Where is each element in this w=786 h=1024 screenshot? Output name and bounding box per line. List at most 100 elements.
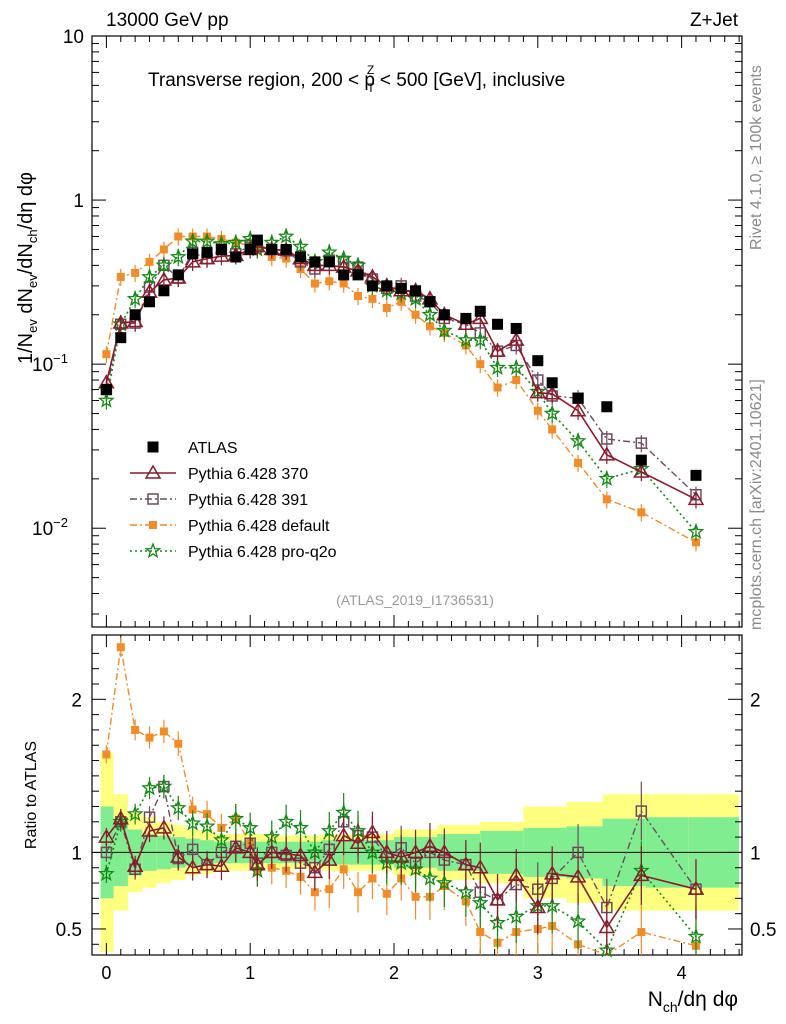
y-tick-label: 10−2 [32, 515, 68, 540]
point-atlas [172, 269, 184, 281]
ratio-point-pythia-6-428-pro-q2o [320, 822, 338, 839]
x-tick-label: 4 [677, 963, 687, 983]
legend-label-atlas: ATLAS [188, 440, 238, 457]
legend-label-pythia-6-428-391: Pythia 6.428 391 [188, 492, 308, 509]
point-atlas [510, 322, 522, 334]
point-pythia-6-428-370 [489, 342, 506, 357]
ratio-point-pythia-6-428-pro-q2o [292, 819, 309, 836]
point-pythia-6-428-default [548, 425, 557, 434]
legend-label-pythia-6-428-pro-q2o: Pythia 6.428 pro-q2o [188, 544, 337, 561]
point-pythia-6-428-370 [126, 312, 144, 328]
ratio-tick-label: 2 [71, 690, 82, 711]
point-pythia-6-428-pro-q2o [687, 523, 705, 539]
point-atlas [352, 269, 364, 281]
ratio-point-pythia-6-428-370 [529, 899, 547, 914]
mcplots-label: mcplots.cern.ch [arXiv:2401.10621] [748, 379, 765, 630]
ratio-point-pythia-6-428-370 [364, 824, 381, 839]
ratio-point-pythia-6-428-370 [263, 843, 281, 859]
ratio-tick-label: 2 [750, 690, 761, 711]
point-atlas [410, 285, 422, 297]
ratio-point-pythia-6-428-pro-q2o [507, 907, 525, 924]
point-pythia-6-428-pro-q2o [457, 331, 475, 348]
point-pythia-6-428-370 [507, 331, 525, 346]
point-pythia-6-428-pro-q2o [320, 243, 338, 260]
y-axis-label-main: 1/Nev dNev/dNch/dη dφ [15, 172, 40, 364]
axes: 0 1 2 3 4 10 1 10−1 10−2 0.5 0.5 1 1 2 2 [32, 27, 776, 983]
ratio-point-pythia-6-428-370 [421, 837, 439, 853]
point-pythia-6-428-370 [184, 253, 201, 268]
ratio-point-pythia-6-428-370 [457, 856, 475, 871]
point-atlas [201, 246, 213, 258]
point-atlas [158, 285, 170, 297]
ratio-point-pythia-6-428-pro-q2o [198, 817, 216, 834]
ratio-point-pythia-6-428-370 [98, 828, 115, 843]
point-atlas [100, 384, 112, 396]
ratio-point-pythia-6-428-370 [392, 848, 410, 863]
point-atlas [546, 377, 558, 389]
ratio-point-pythia-6-428-370 [126, 857, 144, 872]
ratio-point-pythia-6-428-370 [335, 827, 352, 842]
point-atlas [295, 251, 307, 263]
point-pythia-6-428-391 [601, 433, 613, 445]
point-pythia-6-428-pro-q2o [184, 232, 202, 249]
ratio-point-pythia-6-428-370 [633, 866, 650, 882]
point-pythia-6-428-default [493, 383, 502, 392]
point-pythia-6-428-370 [687, 490, 705, 506]
ratio-point-pythia-6-428-370 [471, 859, 489, 874]
ratio-point-pythia-6-428-default [339, 865, 348, 874]
ratio-point-pythia-6-428-pro-q2o [169, 799, 187, 816]
point-atlas [244, 243, 256, 255]
point-atlas [438, 309, 450, 321]
point-pythia-6-428-default [368, 294, 377, 303]
point-pythia-6-428-default [476, 360, 485, 369]
point-atlas [323, 256, 335, 268]
ratio-point-pythia-6-428-370 [349, 834, 367, 849]
ratio-point-pythia-6-428-391 [635, 805, 648, 817]
legend-marker-pythia-6-428-370 [144, 464, 162, 479]
point-atlas [690, 469, 702, 481]
point-pythia-6-428-default [382, 303, 391, 312]
point-atlas [115, 332, 127, 344]
ratio-point-pythia-6-428-pro-q2o [569, 912, 587, 929]
point-atlas [266, 243, 278, 255]
ratio-point-pythia-6-428-pro-q2o [335, 803, 353, 820]
point-pythia-6-428-pro-q2o [507, 358, 525, 376]
point-pythia-6-428-370 [155, 271, 173, 286]
ratio-tick-label: 1 [71, 843, 82, 864]
point-pythia-6-428-pro-q2o [543, 404, 561, 421]
ratio-point-pythia-6-428-370 [184, 859, 201, 874]
plot-title: Transverse region, 200 < pZ T < 500 [GeV]… [148, 63, 565, 95]
ratio-point-pythia-6-428-pro-q2o [141, 779, 158, 796]
point-pythia-6-428-default [411, 310, 420, 319]
point-pythia-6-428-370 [598, 446, 616, 461]
point-pythia-6-428-default [691, 538, 700, 547]
point-atlas [492, 318, 504, 330]
point-atlas [532, 355, 544, 367]
legend-marker-pythia-6-428-391 [147, 493, 159, 505]
point-pythia-6-428-default [131, 268, 140, 277]
ratio-tick-label: 1 [750, 843, 761, 864]
point-atlas [129, 309, 141, 321]
point-atlas [251, 234, 263, 246]
y-tick-label: 10 [63, 27, 84, 48]
point-atlas [635, 454, 647, 466]
y-tick-label: 1 [73, 191, 84, 212]
ratio-point-pythia-6-428-pro-q2o [277, 812, 295, 830]
ratio-point-pythia-6-428-370 [277, 845, 295, 860]
ratio-point-pythia-6-428-370 [169, 848, 187, 863]
point-pythia-6-428-pro-q2o [598, 469, 616, 486]
ratio-point-pythia-6-428-default [174, 739, 183, 748]
ratio-point-pythia-6-428-default [188, 805, 197, 814]
y-axis-label-ratio: Ratio to ATLAS [23, 741, 40, 849]
point-pythia-6-428-pro-q2o [407, 290, 424, 306]
ratio-point-pythia-6-428-pro-q2o [241, 819, 259, 836]
ratio-point-pythia-6-428-370 [155, 819, 173, 834]
ratio-point-pythia-6-428-pro-q2o [543, 897, 561, 914]
point-pythia-6-428-pro-q2o [126, 290, 144, 306]
legend-label-pythia-6-428-370: Pythia 6.428 370 [188, 466, 308, 483]
point-pythia-6-428-370 [529, 384, 547, 399]
point-pythia-6-428-391 [635, 437, 648, 449]
point-pythia-6-428-pro-q2o [277, 227, 295, 244]
point-atlas [474, 305, 486, 317]
ratio-point-pythia-6-428-pro-q2o [213, 831, 230, 848]
